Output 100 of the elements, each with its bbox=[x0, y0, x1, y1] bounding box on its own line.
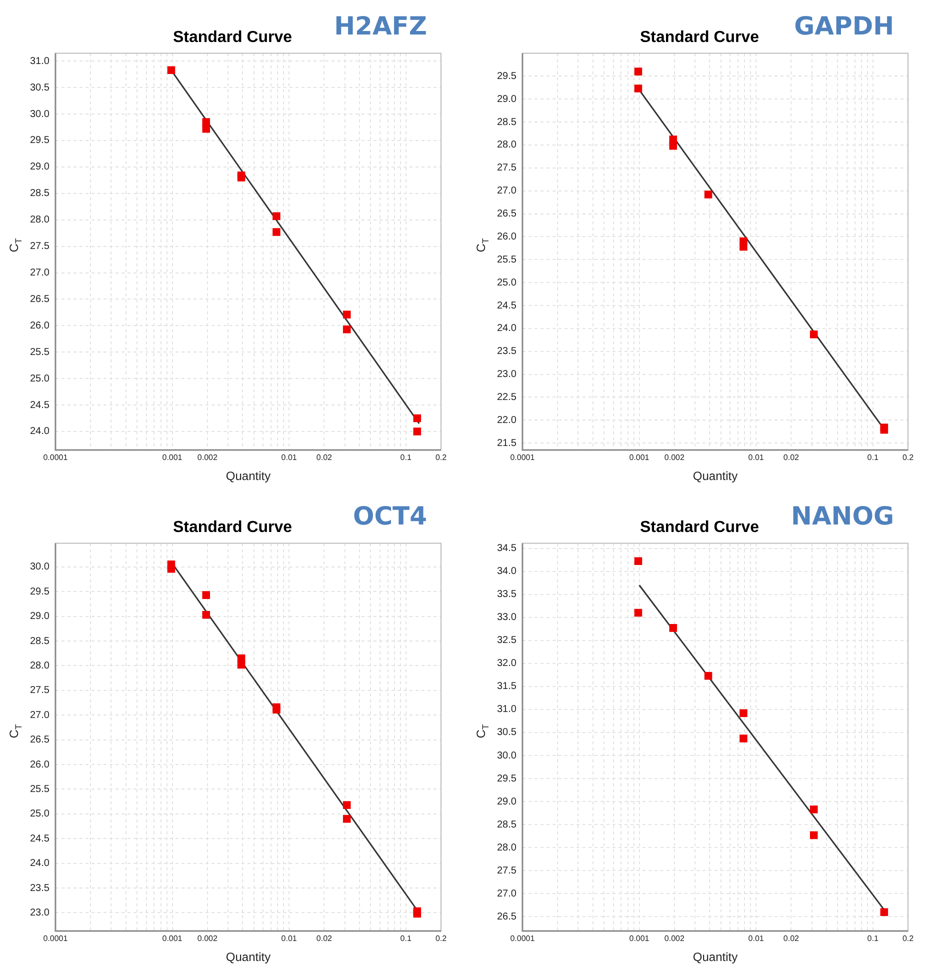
y-tick-label: 21.5 bbox=[496, 438, 517, 449]
y-tick-label: 30.5 bbox=[496, 727, 517, 738]
y-tick-label: 29.0 bbox=[496, 94, 517, 105]
y-tick-label: 30.0 bbox=[496, 750, 517, 762]
x-tick-label: 0.0001 bbox=[43, 453, 68, 462]
y-tick-label: 24.0 bbox=[30, 858, 50, 870]
x-axis-title: Quantity bbox=[226, 950, 271, 964]
y-tick-label: 23.5 bbox=[30, 882, 50, 894]
x-tick-label: 0.1 bbox=[867, 453, 879, 462]
x-tick-label: 0.02 bbox=[316, 453, 333, 462]
y-tick-label: 30.0 bbox=[30, 562, 50, 573]
x-tick-label: 0.002 bbox=[664, 934, 685, 944]
y-tick-label: 28.5 bbox=[496, 819, 517, 830]
x-tick-label: 0.002 bbox=[197, 934, 218, 944]
y-tick-label: 27.0 bbox=[496, 888, 517, 900]
x-tick-label: 0.0001 bbox=[510, 934, 536, 944]
chart-title: Standard Curve bbox=[640, 519, 760, 536]
text: H2AFZ bbox=[334, 12, 427, 40]
y-tick-label: 29.0 bbox=[496, 796, 517, 808]
y-tick-label: 24.0 bbox=[496, 323, 517, 334]
y-tick-label: 34.5 bbox=[496, 543, 517, 554]
x-tick-label: 0.01 bbox=[281, 453, 298, 462]
y-tick-label: 26.0 bbox=[30, 759, 50, 770]
y-tick-label: 25.0 bbox=[30, 808, 50, 820]
y-tick-label: 24.5 bbox=[496, 300, 517, 312]
x-tick-label: 0.0001 bbox=[43, 934, 68, 944]
y-tick-label: 26.0 bbox=[496, 231, 517, 242]
y-tick-label: 27.0 bbox=[30, 268, 50, 279]
y-tick-label: 30.5 bbox=[30, 82, 50, 94]
x-tick-label: 0.2 bbox=[435, 453, 448, 462]
x-axis-title: Quantity bbox=[226, 469, 271, 484]
x-tick-label: 0.02 bbox=[783, 453, 800, 462]
y-tick-label: 28.5 bbox=[496, 116, 517, 128]
y-tick-label: 25.0 bbox=[496, 277, 517, 288]
x-tick-label: 0.1 bbox=[400, 453, 412, 462]
y-tick-label: 25.5 bbox=[30, 784, 50, 795]
y-tick-label: 30.0 bbox=[30, 108, 50, 120]
x-tick-label: 0.001 bbox=[162, 934, 183, 944]
y-tick-label: 27.5 bbox=[496, 162, 517, 174]
y-tick-label: 33.5 bbox=[496, 589, 517, 600]
x-tick-label: 0.001 bbox=[629, 453, 650, 462]
y-tick-label: 29.5 bbox=[30, 586, 50, 598]
y-tick-label: 28.5 bbox=[30, 636, 50, 647]
y-tick-label: 26.0 bbox=[30, 320, 50, 332]
y-tick-label: 29.5 bbox=[496, 773, 517, 784]
chart-title: Standard Curve bbox=[172, 29, 292, 46]
y-tick-label: 28.0 bbox=[496, 842, 517, 854]
y-tick-label: 25.0 bbox=[30, 373, 50, 384]
x-tick-label: 0.01 bbox=[748, 453, 764, 462]
y-tick-label: 32.0 bbox=[496, 658, 517, 670]
y-tick-label: 26.5 bbox=[496, 911, 517, 922]
point bbox=[880, 908, 888, 916]
y-tick-label: 29.0 bbox=[30, 162, 50, 173]
x-tick-label: 0.1 bbox=[400, 934, 412, 944]
y-tick-label: 22.5 bbox=[496, 392, 517, 403]
y-tick-label: 24.0 bbox=[30, 426, 50, 438]
y-tick-label: 24.5 bbox=[30, 833, 50, 844]
x-tick-label: 0.002 bbox=[664, 453, 685, 462]
chart-title: Standard Curve bbox=[640, 29, 760, 46]
y-tick-label: 28.0 bbox=[30, 214, 50, 226]
x-tick-label: 0.001 bbox=[629, 934, 650, 944]
y-tick-label: 23.5 bbox=[496, 346, 517, 358]
text: OCT4 bbox=[352, 502, 427, 530]
y-tick-label: 29.5 bbox=[30, 135, 50, 146]
x-tick-label: 0.1 bbox=[867, 934, 879, 944]
y-tick-label: 26.5 bbox=[30, 734, 50, 746]
y-tick-label: 27.5 bbox=[30, 241, 50, 252]
x-axis-title: Quantity bbox=[692, 950, 738, 964]
y-tick-label: 29.5 bbox=[496, 70, 517, 82]
x-tick-label: 0.01 bbox=[748, 934, 764, 944]
text: GAPDH bbox=[794, 12, 894, 40]
x-tick-label: 0.02 bbox=[783, 934, 800, 944]
y-tick-label: 28.0 bbox=[30, 660, 50, 672]
point bbox=[669, 624, 678, 632]
x-tick-label: 0.2 bbox=[435, 934, 448, 944]
point bbox=[740, 709, 748, 718]
x-tick-label: 0.001 bbox=[162, 453, 183, 462]
y-tick-label: 27.0 bbox=[30, 710, 50, 721]
y-tick-label: 32.5 bbox=[496, 635, 517, 646]
y-tick-label: 33.0 bbox=[496, 612, 517, 624]
y-tick-label: 27.0 bbox=[496, 186, 517, 197]
y-tick-label: 31.0 bbox=[30, 56, 50, 67]
text: NANOG bbox=[791, 502, 894, 530]
y-tick-label: 28.0 bbox=[496, 140, 517, 151]
y-tick-label: 34.0 bbox=[496, 566, 517, 578]
chart-title: Standard Curve bbox=[172, 519, 292, 536]
y-tick-label: 26.5 bbox=[30, 294, 50, 305]
point bbox=[634, 608, 642, 617]
y-tick-label: 27.5 bbox=[30, 685, 50, 696]
y-tick-label: 25.5 bbox=[496, 254, 517, 266]
y-tick-label: 27.5 bbox=[496, 865, 517, 876]
y-tick-label: 29.0 bbox=[30, 611, 50, 622]
y-tick-label: 23.0 bbox=[30, 907, 50, 918]
y-tick-label: 31.0 bbox=[496, 704, 517, 716]
x-tick-label: 0.0001 bbox=[510, 453, 536, 462]
y-tick-label: 31.5 bbox=[496, 681, 517, 692]
x-axis-title: Quantity bbox=[692, 469, 738, 484]
y-tick-label: 23.0 bbox=[496, 369, 517, 380]
y-tick-label: 26.5 bbox=[496, 208, 517, 220]
y-tick-label: 25.5 bbox=[30, 346, 50, 358]
